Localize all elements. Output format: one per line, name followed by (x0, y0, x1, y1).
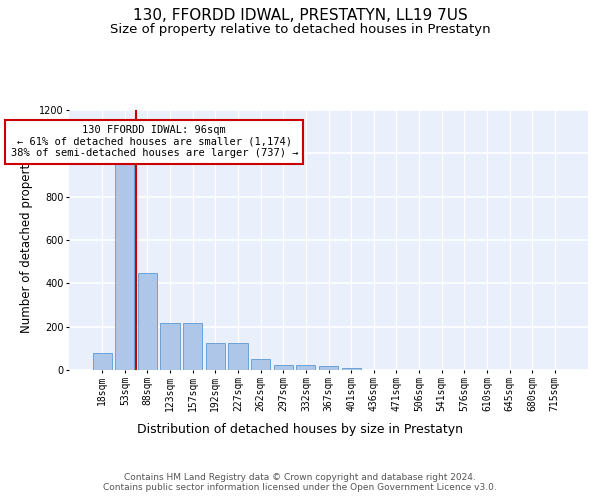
Text: Distribution of detached houses by size in Prestatyn: Distribution of detached houses by size … (137, 422, 463, 436)
Bar (115, 160, 134, 370)
Text: 130, FFORDD IDWAL, PRESTATYN, LL19 7US: 130, FFORDD IDWAL, PRESTATYN, LL19 7US (133, 8, 467, 22)
Bar (229, 343, 248, 370)
Bar (319, 366, 338, 370)
Bar (183, 324, 202, 370)
Bar (274, 365, 293, 370)
Bar (296, 365, 316, 370)
Text: Contains HM Land Registry data © Crown copyright and database right 2024.
Contai: Contains HM Land Registry data © Crown c… (103, 472, 497, 492)
Bar (206, 343, 225, 370)
Bar (341, 368, 361, 370)
Bar (138, 272, 157, 370)
Text: 130 FFORDD IDWAL: 96sqm
← 61% of detached houses are smaller (1,174)
38% of semi: 130 FFORDD IDWAL: 96sqm ← 61% of detache… (11, 125, 298, 158)
Bar (160, 324, 180, 370)
Bar (92, 352, 112, 370)
Bar (251, 359, 270, 370)
Text: Size of property relative to detached houses in Prestatyn: Size of property relative to detached ho… (110, 22, 490, 36)
Y-axis label: Number of detached properties: Number of detached properties (20, 147, 33, 333)
